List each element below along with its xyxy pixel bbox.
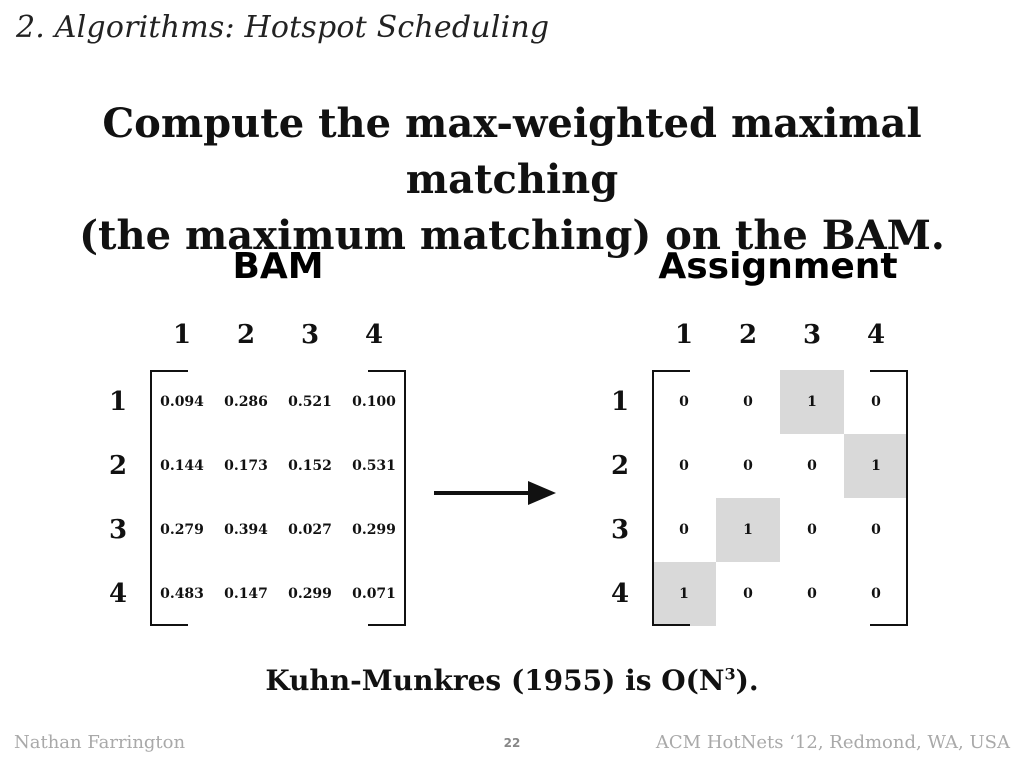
bam-col-label-3: 3 [300, 320, 320, 350]
assignment-cell-r4c3: 0 [807, 586, 817, 602]
assignment-cell-r2c2: 0 [743, 458, 753, 474]
assignment-row-label-3: 3 [610, 515, 630, 545]
bam-cell-r3c1: 0.279 [160, 522, 204, 538]
bam-row-label-2: 2 [108, 451, 128, 481]
slide-headline: Compute the max-weighted maximal matchin… [0, 96, 1024, 264]
assignment-row-label-1: 1 [610, 387, 630, 417]
assignment-col-label-3: 3 [802, 320, 822, 350]
assignment-col-label-2: 2 [738, 320, 758, 350]
bam-cell-r4c4: 0.071 [352, 586, 396, 602]
assignment-cell-r4c2: 0 [743, 586, 753, 602]
assignment-cell-r1c1: 0 [679, 394, 689, 410]
bam-cell-r2c1: 0.144 [160, 458, 204, 474]
bam-col-label-4: 4 [364, 320, 384, 350]
bam-row-label-3: 3 [108, 515, 128, 545]
assignment-row-label-4: 4 [610, 579, 630, 609]
assignment-left-bracket [652, 370, 690, 626]
assignment-cell-r2c4: 1 [844, 434, 908, 498]
assignment-col-label-1: 1 [674, 320, 694, 350]
assignment-cell-r3c4: 0 [871, 522, 881, 538]
complexity-note: Kuhn-Munkres (1955) is O(N3). [0, 664, 1024, 697]
assignment-matrix: 0 0 0 1 0 0 1 0 1 0 0 0 0 1 0 0 [652, 370, 908, 626]
assignment-right-bracket [870, 370, 908, 626]
footer-page-number: 22 [503, 736, 521, 750]
bam-col-label-1: 1 [172, 320, 192, 350]
bam-cell-r4c3: 0.299 [288, 586, 332, 602]
bam-cell-r1c3: 0.521 [288, 394, 332, 410]
headline-line-2: (the maximum matching) on the BAM. [79, 212, 945, 259]
assignment-cell-r3c1: 0 [679, 522, 689, 538]
footer-author: Nathan Farrington [14, 732, 186, 753]
bam-cell-r2c3: 0.152 [288, 458, 332, 474]
arrow-right-icon [434, 481, 556, 505]
assignment-title: Assignment [658, 246, 898, 287]
bam-row-label-4: 4 [108, 579, 128, 609]
assignment-cell-r3c2: 1 [716, 498, 780, 562]
bam-cell-r4c1: 0.483 [160, 586, 204, 602]
headline-line-1: Compute the max-weighted maximal matchin… [102, 100, 922, 203]
assignment-cell-r1c3: 1 [780, 370, 844, 434]
bam-row-label-1: 1 [108, 387, 128, 417]
bam-cell-r3c2: 0.394 [224, 522, 268, 538]
bam-col-label-2: 2 [236, 320, 256, 350]
bam-cell-r1c2: 0.286 [224, 394, 268, 410]
complexity-suffix: ). [735, 664, 759, 697]
assignment-cell-r3c3: 0 [807, 522, 817, 538]
assignment-cell-r1c2: 0 [743, 394, 753, 410]
bam-cell-r3c3: 0.027 [288, 522, 332, 538]
assignment-cell-r2c3: 0 [807, 458, 817, 474]
assignment-row-label-2: 2 [610, 451, 630, 481]
bam-title: BAM [232, 246, 324, 287]
assignment-col-label-4: 4 [866, 320, 886, 350]
bam-left-bracket [150, 370, 188, 626]
bam-cell-r2c2: 0.173 [224, 458, 268, 474]
complexity-exponent: 3 [724, 664, 736, 684]
footer-venue: ACM HotNets ‘12, Redmond, WA, USA [655, 732, 1010, 753]
bam-cell-r1c1: 0.094 [160, 394, 204, 410]
bam-matrix: 0.071 0.299 0.147 0.483 0.299 0.027 0.394 0.279… [150, 370, 406, 626]
section-title: 2. Algorithms: Hotspot Scheduling [16, 10, 550, 45]
assignment-cell-r1c4: 0 [871, 394, 881, 410]
complexity-text: Kuhn-Munkres (1955) is O(N [265, 664, 725, 697]
assignment-cell-r4c1: 1 [652, 562, 716, 626]
bam-right-bracket [368, 370, 406, 626]
bam-cell-r3c4: 0.299 [352, 522, 396, 538]
bam-cell-r2c4: 0.531 [352, 458, 396, 474]
bam-cell-r4c2: 0.147 [224, 586, 268, 602]
bam-cell-r1c4: 0.100 [352, 394, 396, 410]
assignment-cell-r4c4: 0 [871, 586, 881, 602]
assignment-cell-r2c1: 0 [679, 458, 689, 474]
